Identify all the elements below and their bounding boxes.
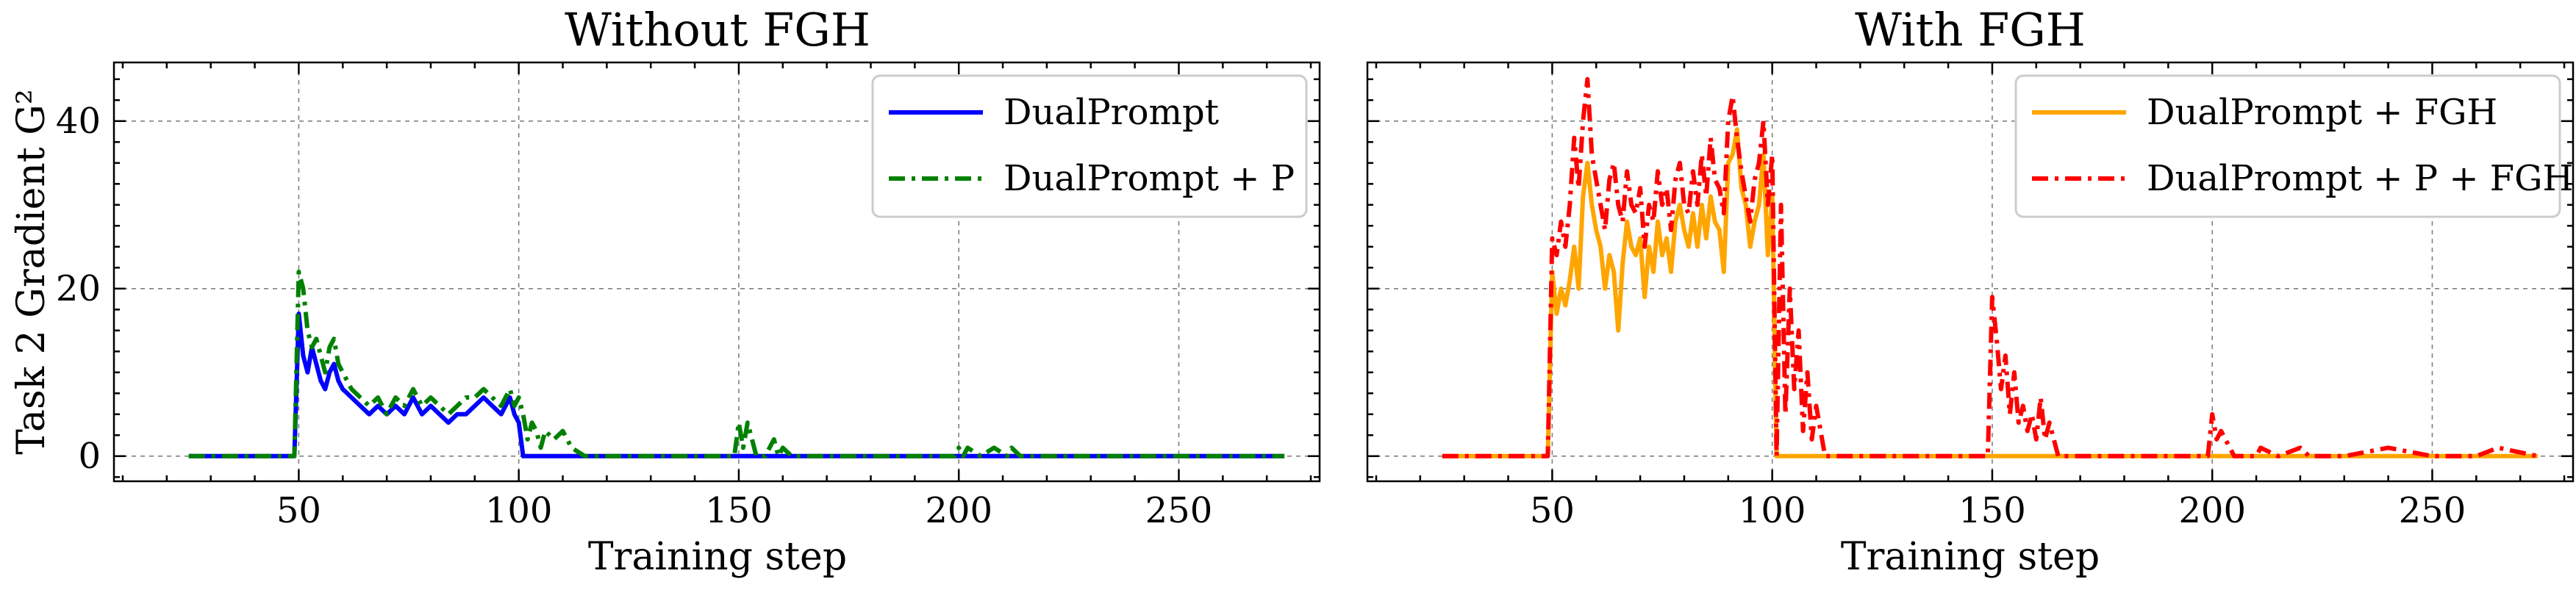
x-tick-label: 250 [1145, 490, 1213, 531]
x-tick-label: 150 [705, 490, 773, 531]
plot-frame [112, 61, 1321, 483]
chart-title: Without FGH [565, 3, 870, 57]
x-tick-label: 200 [2178, 490, 2246, 531]
y-tick-label: 20 [56, 268, 101, 309]
x-tick-label: 100 [1739, 490, 1806, 531]
x-tick-label: 50 [1530, 490, 1575, 531]
legend-entry: DualPrompt [1003, 92, 1219, 133]
y-axis-label: Task 2 Gradient G² [10, 89, 54, 454]
legend-entry: DualPrompt + FGH [2147, 92, 2497, 133]
x-tick-label: 150 [1958, 490, 2026, 531]
series-line-1 [1442, 76, 2539, 458]
x-axis-label: Training step [588, 535, 847, 579]
x-axis-label: Training step [1841, 535, 2100, 579]
y-tick-label: 40 [56, 101, 101, 142]
x-tick-label: 100 [485, 490, 553, 531]
legend-entry: DualPrompt + P [1003, 158, 1295, 199]
series-line-0 [188, 312, 1285, 458]
series-line-1 [188, 270, 1285, 458]
x-tick-label: 250 [2399, 490, 2466, 531]
x-tick-label: 200 [925, 490, 992, 531]
legend-entry: DualPrompt + P + FGH [2147, 158, 2573, 199]
y-tick-label: 0 [78, 436, 101, 477]
legend-box [2014, 74, 2561, 218]
panel-with-fgh: With FGH 50 100 150 200 250 DualPrompt + FGH… [1366, 3, 2575, 579]
series-line-0 [1442, 127, 2539, 458]
panel-without-fgh: Without FGH 50 100 150 200 250 0 20 40 DualProm… [10, 3, 1321, 579]
plot-frame [1366, 61, 2575, 483]
x-tick-label: 50 [276, 490, 321, 531]
chart-title: With FGH [1855, 3, 2086, 57]
